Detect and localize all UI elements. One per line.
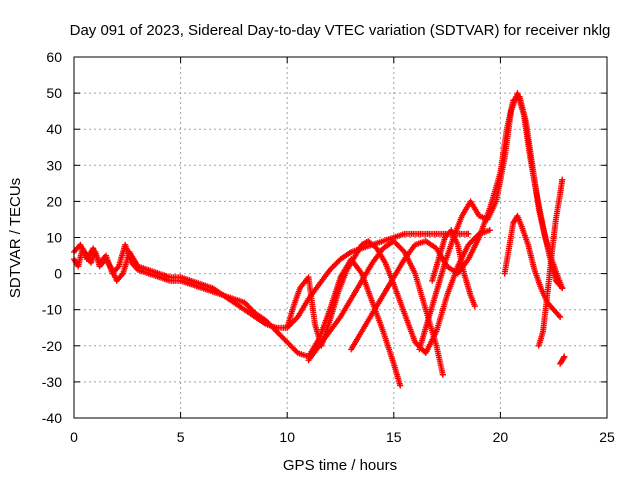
y-tick-label: 50 [46,85,62,101]
data-point [439,371,446,378]
series-arc9 [535,176,566,349]
y-axis-label: SDTVAR / TECUs [7,178,24,298]
y-axis-tick-labels: 60 50 40 30 20 10 0 -10 -20 -30 -40 [42,49,62,426]
y-tick-label: 30 [46,157,62,173]
x-axis-tick-labels: 0 5 10 15 20 25 [70,429,615,445]
data-point [397,382,404,389]
series-arc2 [71,245,404,389]
y-tick-label: 10 [46,230,62,246]
series-arc8 [501,212,564,320]
x-axis-label: GPS time / hours [283,457,397,474]
series-arc7 [429,227,478,310]
data-point [486,227,493,234]
x-tick-label: 10 [279,429,295,445]
x-tick-label: 15 [386,429,402,445]
data-point [559,176,566,183]
series-arc6 [416,90,566,353]
x-tick-label: 20 [493,429,509,445]
data-point [560,354,567,361]
data-points [71,90,568,389]
y-tick-label: -20 [42,338,62,354]
data-point [471,303,478,310]
axis-ticks [73,56,608,419]
chart-title: Day 091 of 2023, Sidereal Day-to-day VTE… [70,22,611,39]
data-point [465,230,472,237]
x-tick-label: 5 [177,429,185,445]
x-tick-label: 25 [599,429,615,445]
x-tick-label: 0 [70,429,78,445]
series-arc10 [557,353,568,367]
y-tick-label: 0 [54,266,62,282]
y-tick-label: 60 [46,49,62,65]
y-tick-label: 40 [46,121,62,137]
data-point [559,285,566,292]
data-point [561,353,568,360]
y-tick-label: -10 [42,302,62,318]
y-tick-label: -30 [42,374,62,390]
y-tick-label: 20 [46,193,62,209]
y-tick-label: -40 [42,410,62,426]
data-point [557,313,564,320]
